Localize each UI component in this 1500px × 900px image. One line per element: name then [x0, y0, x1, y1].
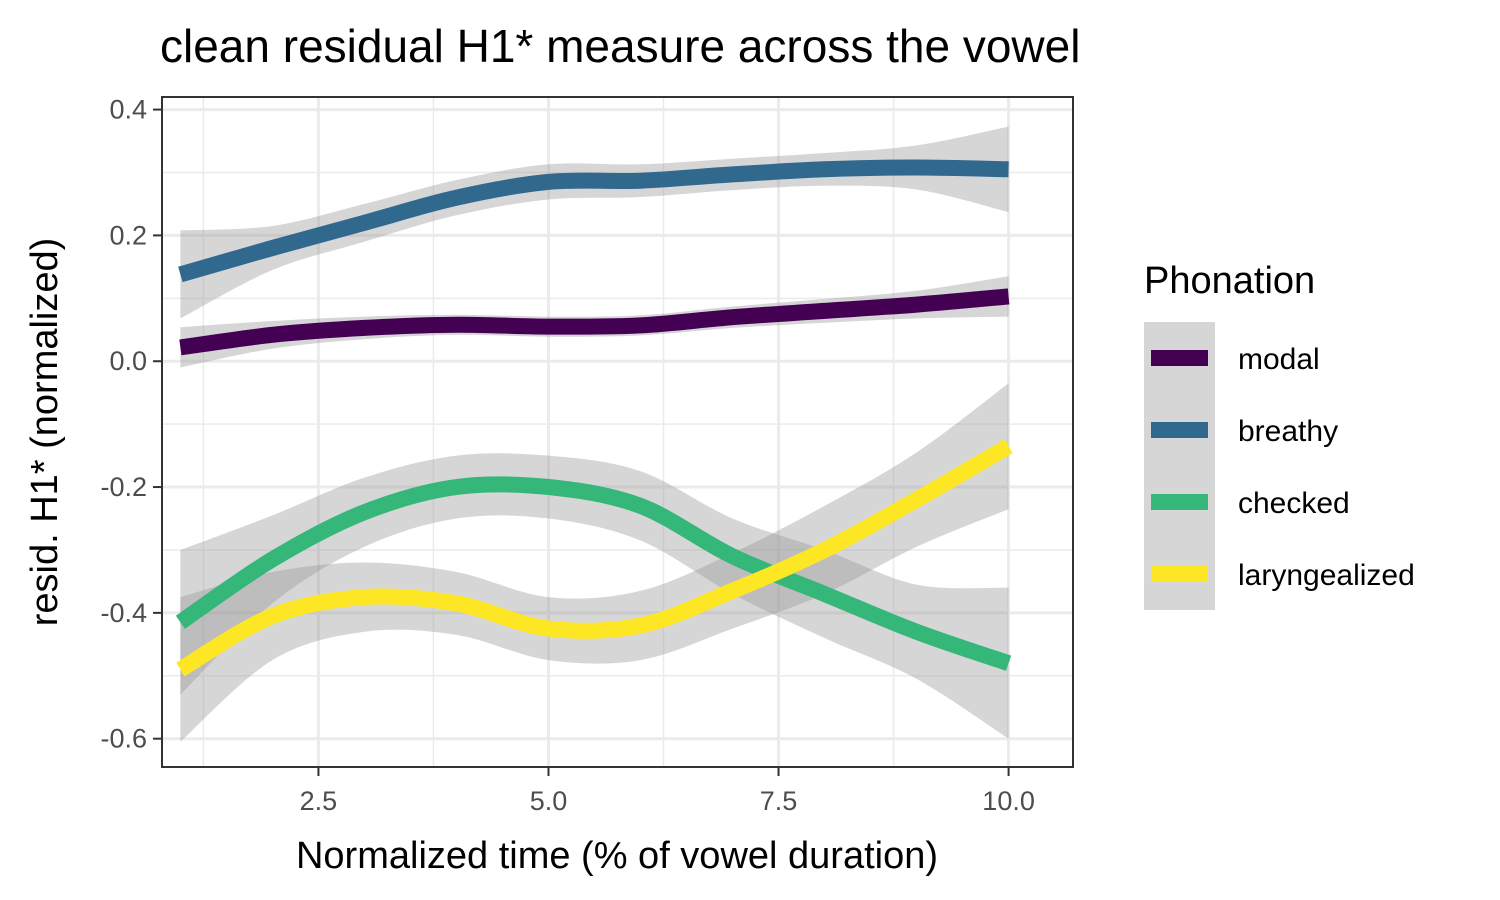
plot-panel-background	[162, 97, 1073, 767]
y-tick-label: 0.2	[109, 220, 147, 250]
legend-key-modal	[1151, 350, 1208, 366]
line-modal	[179, 288, 1010, 356]
x-axis: 2.5 5.0 7.5 10.0	[300, 767, 1035, 816]
line-breathy	[178, 159, 1009, 283]
legend-key-background	[1144, 322, 1215, 610]
x-tick-label: 7.5	[760, 786, 798, 816]
band-checked	[180, 453, 1009, 739]
chart-title: clean residual H1* measure across the vo…	[160, 20, 1080, 72]
y-tick-label: -0.4	[100, 598, 147, 628]
legend-key-breathy	[1151, 422, 1208, 438]
band-laryngealized	[180, 383, 1009, 742]
x-tick-label: 5.0	[530, 786, 568, 816]
y-tick-label: 0.4	[109, 95, 147, 125]
legend-title: Phonation	[1144, 260, 1315, 302]
y-tick-label: -0.2	[100, 472, 147, 502]
legend-key-laryngealized	[1151, 566, 1208, 582]
x-tick-label: 10.0	[982, 786, 1035, 816]
x-axis-title: Normalized time (% of vowel duration)	[296, 835, 938, 877]
legend-key-checked	[1151, 494, 1208, 510]
grid-minor	[162, 97, 1073, 767]
y-tick-label: 0.0	[109, 346, 147, 376]
plot-panel-border	[161, 96, 1074, 768]
legend: Phonation modal breathy checked laryngealiz…	[1144, 260, 1415, 610]
legend-label-laryngealized: laryngealized	[1238, 559, 1415, 592]
legend-label-modal: modal	[1238, 343, 1320, 376]
line-checked	[175, 476, 1012, 671]
y-axis-title: resid. H1* (normalized)	[24, 238, 66, 627]
x-tick-label: 2.5	[300, 786, 338, 816]
legend-label-checked: checked	[1238, 487, 1350, 520]
y-axis: -0.6 -0.4 -0.2 0.0 0.2 0.4	[100, 95, 162, 754]
series-lines	[175, 159, 1013, 677]
legend-label-breathy: breathy	[1238, 415, 1338, 448]
line-laryngealized	[176, 439, 1013, 677]
y-tick-label: -0.6	[100, 724, 147, 754]
